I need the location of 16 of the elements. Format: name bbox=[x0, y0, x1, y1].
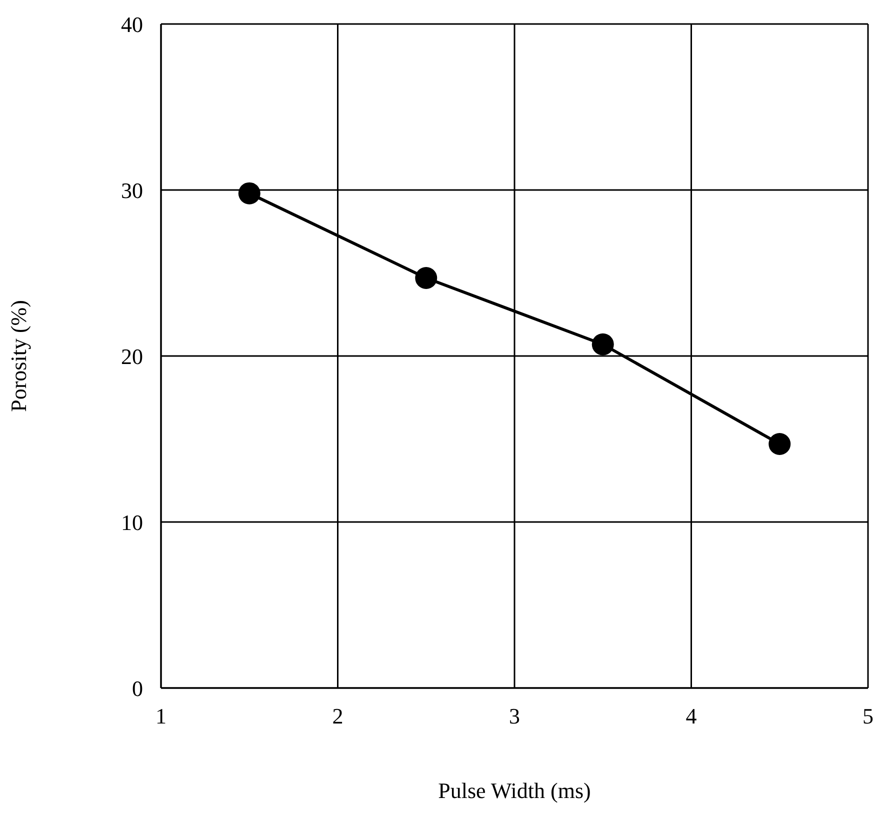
y-tick-label: 40 bbox=[121, 12, 143, 37]
y-tick-label: 30 bbox=[121, 178, 143, 203]
y-tick-label: 10 bbox=[121, 510, 143, 535]
x-axis-title: Pulse Width (ms) bbox=[438, 778, 591, 803]
y-axis-title: Porosity (%) bbox=[6, 300, 31, 412]
x-tick-label: 1 bbox=[156, 704, 166, 729]
x-tick-label: 5 bbox=[862, 704, 874, 729]
y-tick-label: 20 bbox=[121, 344, 143, 369]
point bbox=[415, 266, 438, 289]
y-tick-label: 0 bbox=[132, 676, 143, 701]
x-tick-label: 3 bbox=[509, 704, 520, 729]
x-tick-label: 2 bbox=[332, 704, 344, 729]
x-tick-label: 4 bbox=[686, 704, 697, 729]
point bbox=[592, 333, 614, 356]
point bbox=[768, 432, 791, 455]
point bbox=[238, 182, 260, 204]
